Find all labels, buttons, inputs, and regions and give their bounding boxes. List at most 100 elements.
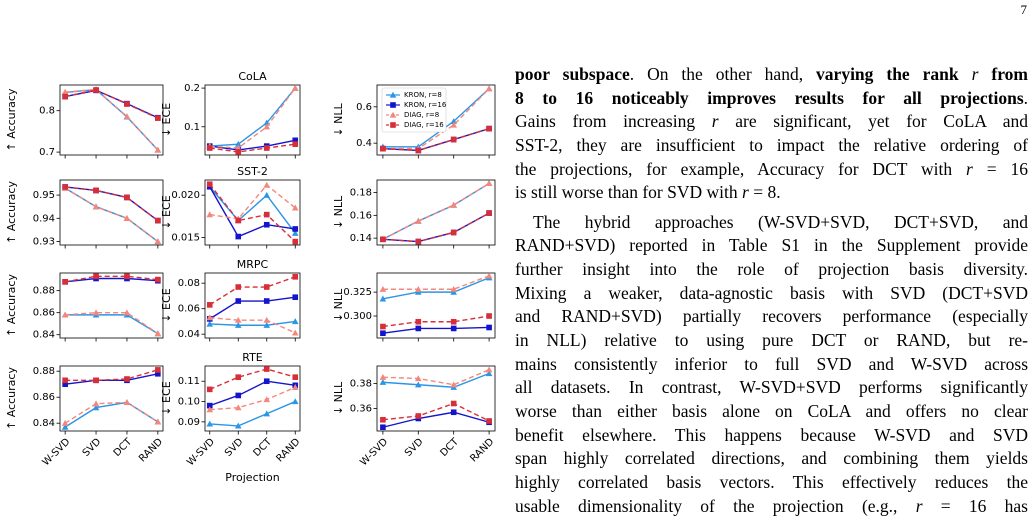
series-line <box>382 212 490 243</box>
y-tick-label: 0.93 <box>33 237 55 248</box>
text-run: SST-2, they are insufficient to impact t… <box>515 134 1028 155</box>
marker-triangle <box>92 400 100 407</box>
text-column: poor subspace. On the other hand, varyin… <box>515 63 1028 518</box>
marker-triangle <box>61 311 69 318</box>
marker-triangle <box>485 366 493 373</box>
marker-triangle <box>450 381 457 388</box>
marker-triangle <box>415 217 422 224</box>
text-line: further insight into the role of project… <box>515 258 1028 282</box>
marker-square <box>380 416 386 423</box>
marker-triangle <box>291 84 299 91</box>
legend-label: DIAG, r=16 <box>404 121 444 129</box>
marker-square <box>206 145 213 151</box>
axes-frame <box>59 365 164 432</box>
text-run: . <box>1023 87 1028 108</box>
marker-triangle <box>379 285 387 292</box>
text-run: and RAND+SVD) partially recovers perform… <box>515 306 1028 327</box>
marker-triangle <box>485 272 493 279</box>
x-tick-label: RAND <box>468 436 496 464</box>
series-line <box>209 276 296 306</box>
y-tick-label: 0.020 <box>171 190 200 201</box>
series-line <box>382 326 490 334</box>
series-line <box>382 372 490 388</box>
marker-square <box>450 409 457 416</box>
marker-square <box>263 284 270 290</box>
marker-triangle <box>485 370 493 377</box>
series-line <box>382 182 490 240</box>
y-tick-label: 0.2 <box>184 83 200 94</box>
legend-label: DIAG, r=8 <box>404 111 439 119</box>
text-run: Mixing a weaker, data-agnostic basis wit… <box>515 282 1028 303</box>
text-line: is still worse than for SVD with r = 8. <box>515 181 1028 205</box>
marker-triangle <box>61 423 69 430</box>
marker-square <box>206 402 213 409</box>
text-run: RAND+SVD) reported in Table S1 in the Su… <box>515 235 1028 256</box>
marker-square <box>380 145 386 152</box>
marker-square <box>380 323 386 330</box>
y-tick-label: 0.88 <box>33 366 55 377</box>
marker-triangle <box>154 330 162 337</box>
y-tick-label: 0.06 <box>178 304 200 315</box>
marker-triangle <box>291 318 299 325</box>
series-line <box>65 88 159 151</box>
marker-square <box>292 238 299 245</box>
axes-frame <box>376 365 496 432</box>
marker-triangle <box>92 203 100 210</box>
y-tick-label: 0.325 <box>343 287 372 298</box>
marker-square <box>415 325 422 332</box>
text-line: highly correlated basis vectors. This ef… <box>515 471 1028 495</box>
axes-frame <box>204 272 301 339</box>
page-number: 7 <box>1020 2 1028 17</box>
text-run: = 8. <box>748 182 781 203</box>
marker-square <box>235 149 242 155</box>
x-tick-label: SVD <box>81 436 104 459</box>
marker-triangle <box>263 181 271 188</box>
paragraph: The hybrid approaches (W-SVD+SVD, DCT+SV… <box>515 211 1028 518</box>
marker-triangle <box>234 321 242 328</box>
marker-triangle <box>415 381 422 388</box>
marker-square <box>415 238 422 245</box>
marker-square <box>93 273 99 280</box>
y-tick-label: 0.88 <box>33 286 55 297</box>
marker-square <box>124 101 130 107</box>
math-variable: r <box>971 64 979 84</box>
marker-triangle <box>415 375 422 382</box>
marker-square <box>450 229 457 236</box>
series-line <box>209 143 296 153</box>
series-line <box>209 87 296 149</box>
marker-triangle <box>415 285 422 292</box>
marker-triangle <box>206 314 214 321</box>
series-line <box>209 320 296 326</box>
y-tick-label: 0.86 <box>33 392 55 403</box>
marker-triangle <box>291 398 299 405</box>
series-line <box>209 186 296 234</box>
y-tick-label: 0.94 <box>33 213 55 224</box>
marker-square <box>263 366 270 372</box>
y-tick-label: 0.18 <box>350 188 372 199</box>
series-line <box>65 277 158 283</box>
x-tick-label: DCT <box>112 436 135 459</box>
marker-square <box>62 377 68 384</box>
marker-square <box>155 367 161 373</box>
bold-text: poor subspace <box>515 64 630 84</box>
axes-frame <box>376 179 496 246</box>
marker-square <box>235 374 242 380</box>
marker-triangle <box>379 373 387 380</box>
text-line: poor subspace. On the other hand, varyin… <box>515 63 1028 87</box>
marker-square <box>124 273 130 280</box>
axes-frame <box>59 84 164 156</box>
text-line: RAND+SVD) reported in Table S1 in the Su… <box>515 234 1028 258</box>
math-variable: r <box>742 182 749 203</box>
series-line <box>382 411 490 428</box>
series-line <box>209 380 296 407</box>
marker-square <box>263 211 270 218</box>
series-line <box>209 183 296 243</box>
text-line: benefit elsewhere. This happens because … <box>515 424 1028 448</box>
text-line: SST-2, they are insufficient to impact t… <box>515 134 1028 158</box>
series-line <box>382 212 490 243</box>
y-tick-label: 0.08 <box>178 278 200 289</box>
marker-square <box>155 217 161 224</box>
text-line: the projections, for example, Accuracy f… <box>515 158 1028 182</box>
marker-triangle <box>379 378 387 385</box>
